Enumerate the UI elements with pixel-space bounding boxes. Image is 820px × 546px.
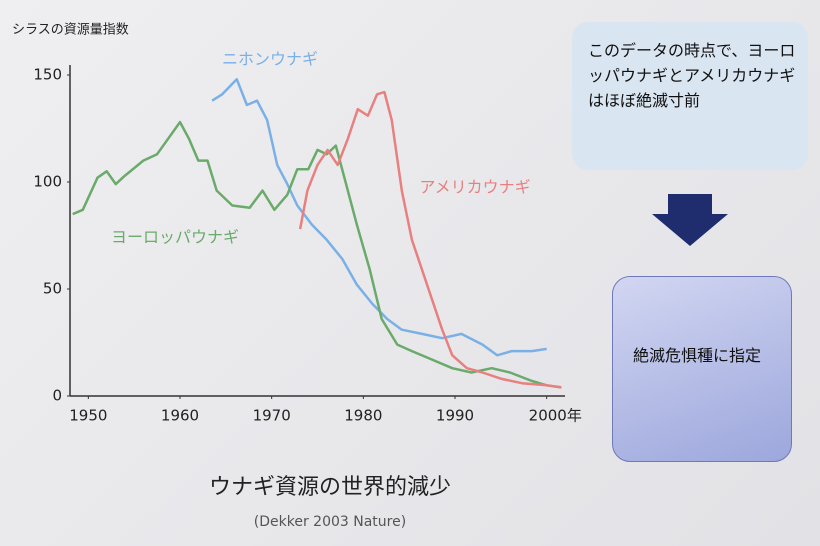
x-tick-label: 1950 [69, 407, 107, 425]
y-tick-label: 100 [33, 173, 62, 191]
x-tick-label: 2000年 [529, 407, 582, 425]
note-box: このデータの時点で、ヨーロッパウナギとアメリカウナギはほぼ絶滅寸前 [572, 22, 808, 170]
series-label: アメリカウナギ [419, 178, 530, 197]
x-tick-label: 1990 [436, 407, 474, 425]
status-box: 絶滅危惧種に指定 [612, 276, 792, 462]
y-tick-label: 150 [33, 66, 62, 84]
series-label: ヨーロッパウナギ [111, 228, 239, 247]
arrow [652, 194, 728, 246]
x-tick-label: 1980 [344, 407, 382, 425]
series-line [211, 78, 547, 357]
series-line [72, 120, 562, 389]
x-tick-label: 1970 [253, 407, 291, 425]
series-label: ニホンウナギ [222, 50, 318, 69]
y-tick-label: 50 [43, 280, 62, 298]
source: (Dekker 2003 Nature) [254, 514, 406, 530]
y-axis-label: シラスの資源量指数 [12, 23, 129, 38]
series-line [298, 90, 562, 389]
y-tick-label: 0 [52, 387, 62, 405]
chart-title: ウナギ資源の世界的減少 [209, 475, 451, 500]
x-tick-label: 1960 [161, 407, 199, 425]
